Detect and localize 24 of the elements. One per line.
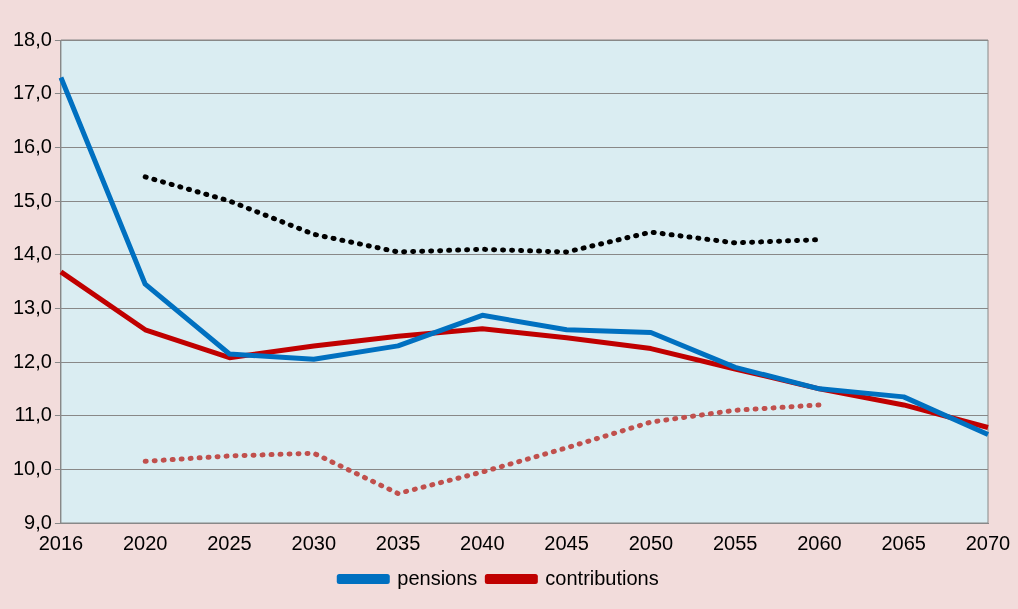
- y-tick-label: 18,0: [12, 27, 52, 50]
- legend-label: contributions: [545, 566, 659, 589]
- y-tick-label: 15,0: [12, 188, 52, 211]
- x-tick-label: 2016: [38, 531, 84, 554]
- x-tick-label: 2070: [965, 531, 1011, 554]
- x-tick-label: 2055: [712, 531, 758, 554]
- x-tick-label: 2060: [797, 531, 842, 554]
- legend-label: pensions: [397, 566, 478, 589]
- y-tick-label: 17,0: [12, 81, 52, 104]
- y-tick-label: 11,0: [14, 403, 52, 426]
- x-tick-label: 2065: [881, 531, 926, 554]
- y-tick-label: 16,0: [12, 134, 52, 157]
- x-tick-label: 2030: [291, 531, 337, 554]
- x-tick-label: 2045: [544, 531, 589, 554]
- x-tick-label: 2035: [375, 531, 421, 554]
- y-tick-label: 14,0: [12, 242, 52, 265]
- x-tick-label: 2020: [122, 531, 168, 554]
- x-tick-label: 2040: [460, 531, 505, 554]
- x-tick-label: 2025: [207, 531, 252, 554]
- y-tick-label: 13,0: [12, 295, 52, 318]
- y-tick-label: 9,0: [24, 510, 52, 533]
- y-tick-label: 12,0: [12, 349, 52, 372]
- y-tick-label: 10,0: [12, 456, 52, 479]
- x-tick-label: 2050: [628, 531, 674, 554]
